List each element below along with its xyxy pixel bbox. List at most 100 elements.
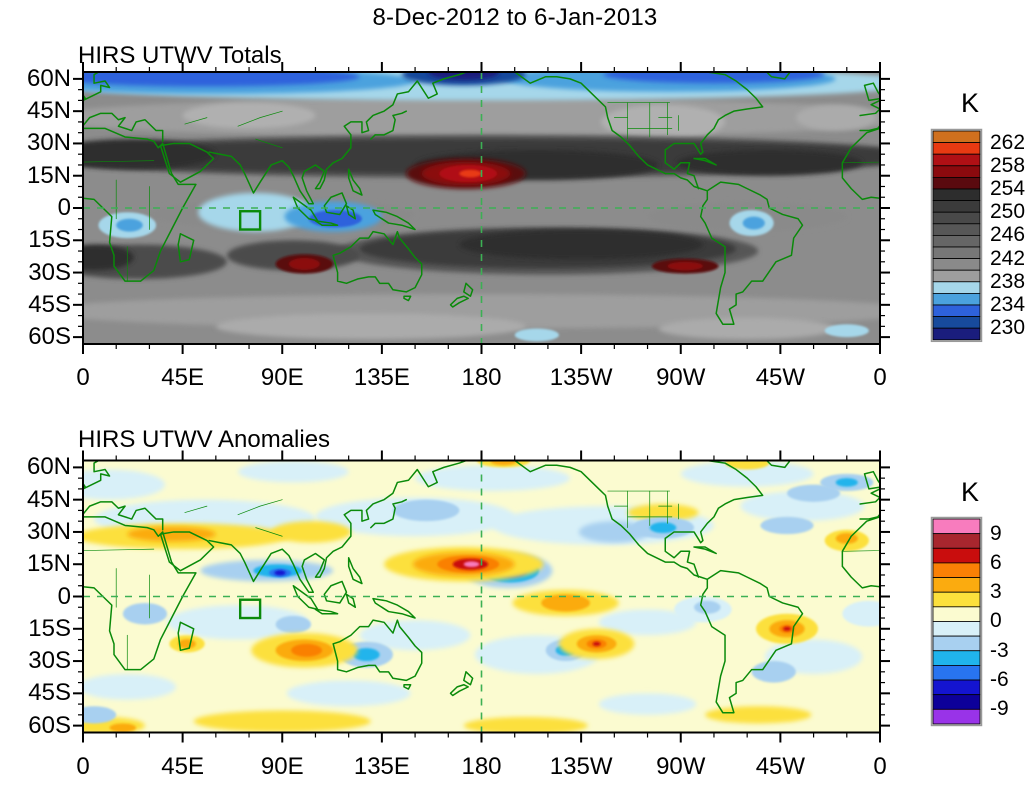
colorbar-swatch bbox=[932, 547, 981, 564]
y-tick-label: 30N bbox=[26, 517, 71, 545]
contour-blob bbox=[353, 648, 380, 662]
colorbar-tick-label: 3 bbox=[990, 580, 1002, 604]
colorbar-swatch bbox=[932, 211, 981, 225]
contour-blob bbox=[275, 615, 312, 634]
x-tick-label: 45E bbox=[161, 364, 204, 391]
coastline bbox=[208, 72, 469, 205]
contour-blob bbox=[193, 710, 371, 733]
coastline bbox=[159, 142, 215, 183]
contour-blob bbox=[705, 706, 812, 724]
contour-blob bbox=[598, 693, 697, 715]
x-tick-label: 0 bbox=[873, 364, 887, 391]
contour-blob bbox=[286, 680, 411, 707]
contour-blob bbox=[109, 723, 137, 733]
contour-blob bbox=[459, 169, 482, 178]
coastline bbox=[699, 181, 804, 325]
colorbar-tick-label: 0 bbox=[990, 609, 1002, 633]
coastline bbox=[449, 295, 469, 308]
political-border bbox=[255, 527, 283, 537]
contour-blob bbox=[83, 72, 360, 87]
coastline bbox=[765, 72, 792, 80]
study-region-box bbox=[238, 210, 262, 231]
coastline bbox=[765, 460, 792, 469]
y-tick-label: 15N bbox=[26, 161, 71, 189]
political-border bbox=[184, 505, 208, 513]
x-tick-label: 0 bbox=[76, 364, 90, 391]
colorbar-swatch bbox=[932, 246, 981, 260]
coastline bbox=[159, 531, 215, 572]
political-border bbox=[83, 548, 155, 551]
contour-blob bbox=[122, 602, 168, 625]
y-tick-label: 60S bbox=[28, 323, 71, 351]
coastline bbox=[208, 460, 469, 593]
colorbar-tick-label: 242 bbox=[990, 246, 1026, 270]
y-tick-label: 30S bbox=[28, 647, 71, 675]
colorbar-tick-label: 9 bbox=[990, 521, 1002, 545]
contour-blob bbox=[760, 516, 814, 535]
contour-blob bbox=[835, 478, 858, 487]
coastline bbox=[314, 608, 339, 615]
colorbar-swatch bbox=[932, 665, 981, 681]
study-region-box bbox=[238, 598, 262, 620]
contour-blob bbox=[459, 229, 703, 260]
coastline bbox=[0, 571, 6, 713]
coastline bbox=[463, 282, 474, 297]
contour-blob bbox=[514, 328, 559, 342]
contour-blob bbox=[83, 244, 134, 271]
coastline bbox=[372, 597, 416, 619]
contour-blob bbox=[463, 561, 480, 568]
colorbar-swatch bbox=[932, 142, 981, 155]
contour-blob bbox=[490, 460, 517, 466]
colorbar-tick-label: 254 bbox=[990, 177, 1026, 200]
x-tick-label: 45W bbox=[755, 752, 806, 780]
x-tick-label: 0 bbox=[873, 752, 887, 780]
contour-blob bbox=[463, 717, 588, 733]
colorbar-swatch bbox=[932, 679, 981, 696]
colorbar-swatch bbox=[932, 327, 981, 341]
contour-blob bbox=[835, 533, 858, 544]
contour-blob bbox=[742, 216, 765, 230]
coastline bbox=[177, 621, 195, 652]
colorbar-unit-totals: K bbox=[960, 88, 979, 118]
colorbar-swatch bbox=[932, 562, 981, 578]
contour-blob bbox=[392, 499, 460, 522]
colorbar-tick-label: 246 bbox=[990, 223, 1026, 247]
anomalies-map-area bbox=[0, 460, 880, 733]
coastline bbox=[370, 110, 407, 140]
colorbar-swatch bbox=[932, 223, 981, 236]
colorbar-swatch bbox=[932, 577, 981, 593]
contour-blob bbox=[83, 244, 227, 280]
figure-title: 8-Dec-2012 to 6-Jan-2013 bbox=[372, 4, 658, 31]
colorbar-tick-label: -9 bbox=[990, 697, 1009, 721]
colorbar-swatch bbox=[932, 269, 981, 283]
colorbar-tick-label: -3 bbox=[990, 638, 1009, 662]
colorbar-swatch bbox=[932, 635, 981, 652]
colorbar-tick-label: 230 bbox=[990, 316, 1026, 340]
x-tick-label: 45W bbox=[755, 364, 806, 391]
contour-blob bbox=[824, 324, 869, 338]
contour-blob bbox=[787, 484, 841, 502]
y-tick-label: 30N bbox=[26, 129, 71, 157]
colorbar-tick-label: 6 bbox=[990, 550, 1002, 574]
colorbar-tick-label: -6 bbox=[990, 668, 1009, 692]
coastline bbox=[693, 157, 717, 166]
colorbar-swatch bbox=[932, 200, 981, 213]
contour-blob bbox=[751, 661, 796, 683]
contour-blob bbox=[541, 594, 590, 612]
colorbar-tick-label: 234 bbox=[990, 293, 1026, 316]
colorbar-swatch bbox=[932, 606, 981, 622]
contour-blob bbox=[215, 313, 526, 340]
colorbar-swatch bbox=[932, 316, 981, 329]
coastline bbox=[699, 569, 804, 714]
colorbar-swatch bbox=[932, 591, 981, 608]
contour-blob bbox=[598, 609, 697, 636]
colorbar-swatch bbox=[932, 176, 981, 190]
coastline bbox=[463, 671, 474, 686]
coastline bbox=[0, 182, 6, 324]
coastline bbox=[347, 557, 363, 585]
colorbar-outline bbox=[930, 128, 983, 343]
contour-blob bbox=[359, 620, 471, 651]
panel-title-anomalies: HIRS UTWV Anomalies bbox=[78, 426, 331, 453]
coastline bbox=[370, 498, 407, 529]
